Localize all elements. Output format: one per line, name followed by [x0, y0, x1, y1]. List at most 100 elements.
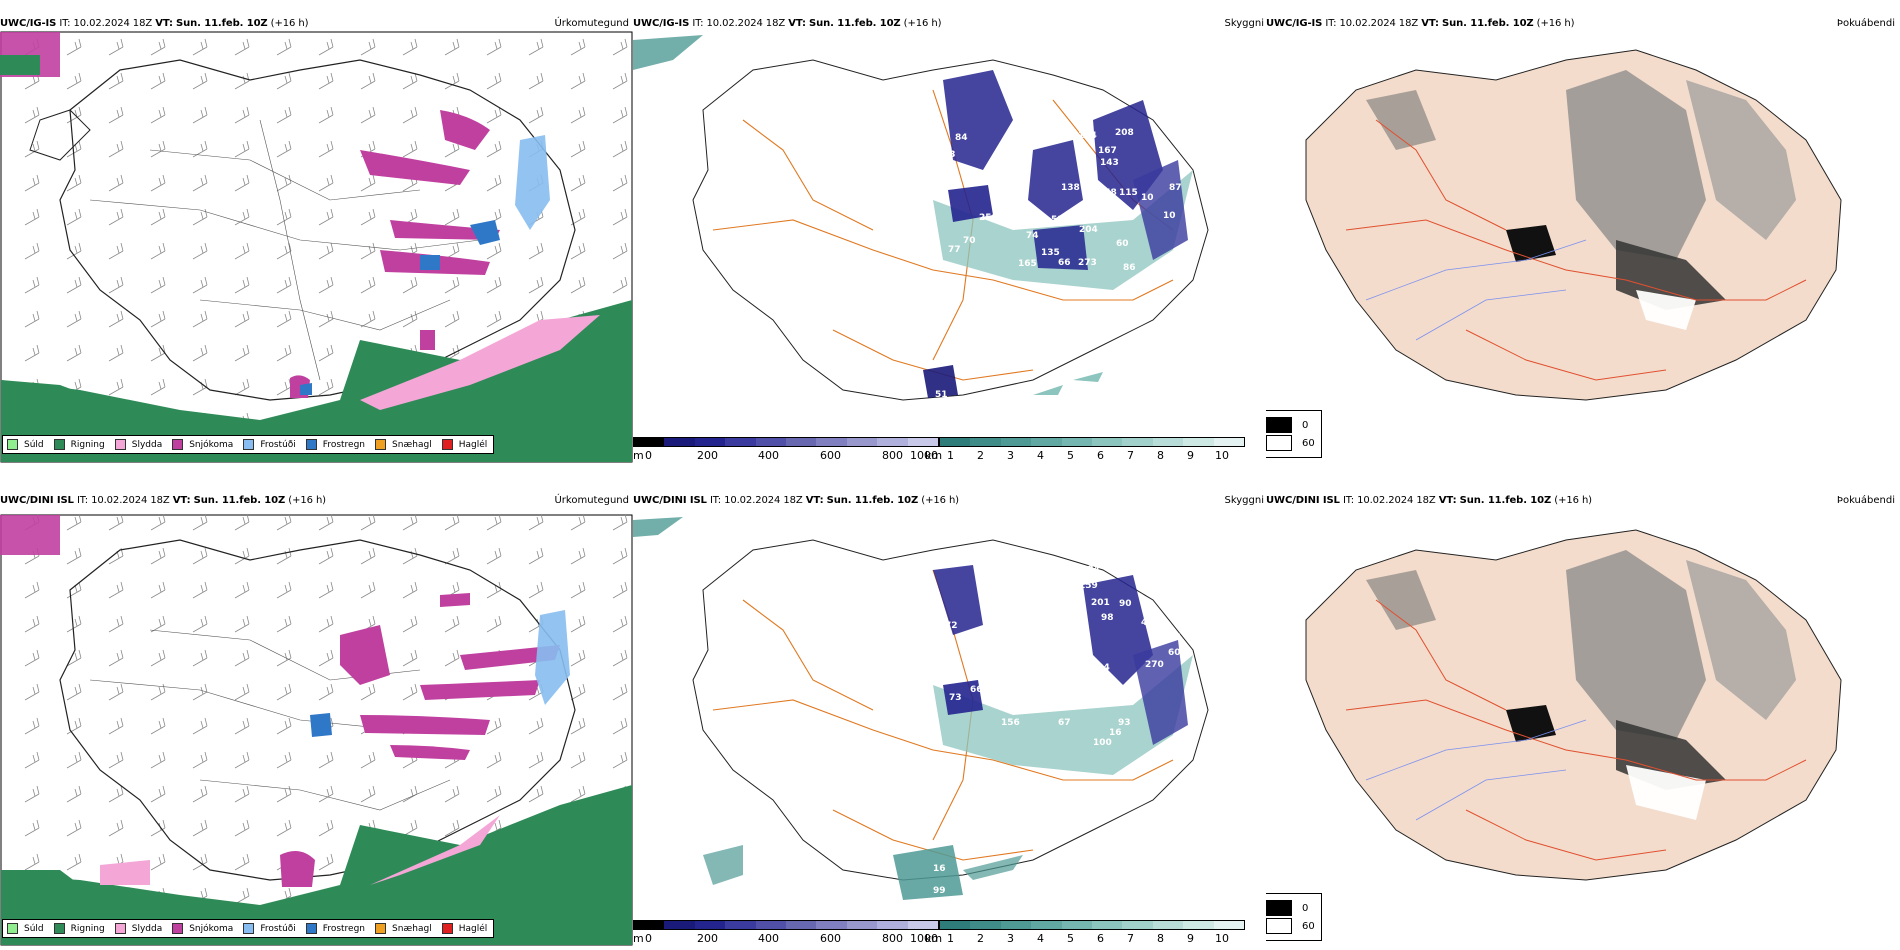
- wind-barb-mark: [612, 547, 628, 565]
- wind-barb-mark: [234, 649, 250, 667]
- svg-text:70: 70: [1017, 676, 1030, 686]
- svg-text:115: 115: [1119, 188, 1138, 198]
- wind-barb-mark: [108, 38, 124, 56]
- svg-text:200: 200: [993, 645, 1012, 655]
- wind-barb-mark: [570, 174, 586, 192]
- wind-barb-mark: [192, 310, 208, 328]
- svg-text:16: 16: [1109, 728, 1122, 738]
- svg-text:60: 60: [1168, 648, 1181, 658]
- svg-text:87: 87: [1168, 633, 1181, 643]
- svg-text:66: 66: [970, 685, 983, 695]
- wind-barb-mark: [24, 276, 40, 294]
- legend-item: Frostúði: [243, 923, 296, 934]
- wind-barb-mark: [276, 344, 292, 362]
- wind-barb-mark: [192, 106, 208, 124]
- wind-barb-mark: [150, 581, 166, 599]
- wind-barb-mark: [108, 378, 124, 396]
- wind-barb-mark: [150, 513, 166, 531]
- wind-barb-mark: [66, 853, 82, 871]
- wind-barb-mark: [360, 72, 376, 90]
- wind-barb-mark: [108, 819, 124, 837]
- svg-text:258: 258: [1098, 188, 1117, 198]
- panel-header: UWC/DINI ISL IT: 10.02.2024 18Z VT: Sun.…: [1266, 495, 1592, 506]
- wind-barb-mark: [192, 581, 208, 599]
- wind-barb-mark: [234, 378, 250, 396]
- svg-text:298: 298: [988, 693, 1007, 703]
- wind-barb-mark: [192, 344, 208, 362]
- svg-text:87: 87: [1169, 183, 1182, 193]
- wind-barb-mark: [234, 819, 250, 837]
- svg-text:51: 51: [1063, 813, 1076, 823]
- wind-barb-mark: [192, 140, 208, 158]
- wind-barb-mark: [66, 615, 82, 633]
- wind-barb-mark: [612, 276, 628, 294]
- legend-item: Snæhagl: [375, 923, 432, 934]
- legend-item: Haglél: [441, 923, 487, 934]
- wind-barb-mark: [444, 276, 460, 294]
- wind-barb-mark: [486, 717, 502, 735]
- wind-barb-mark: [486, 276, 502, 294]
- panel-header: UWC/IG-IS IT: 10.02.2024 18Z VT: Sun. 11…: [1266, 18, 1575, 29]
- wind-barb-mark: [402, 276, 418, 294]
- wind-barb-mark: [234, 242, 250, 260]
- wind-barb-mark: [276, 106, 292, 124]
- wind-barb-mark: [318, 547, 334, 565]
- wind-barb-mark: [234, 785, 250, 803]
- precip-legend: Súld Rigning Slydda Snjókoma Frostúði Fr…: [2, 435, 495, 454]
- svg-text:194: 194: [1078, 131, 1097, 141]
- wind-barb-mark: [402, 683, 418, 701]
- wind-barb-mark: [528, 547, 544, 565]
- wind-barb-mark: [612, 683, 628, 701]
- wind-barb-mark: [234, 38, 250, 56]
- svg-text:57: 57: [1158, 148, 1171, 158]
- svg-text:70: 70: [963, 236, 976, 246]
- wind-barb-mark: [402, 310, 418, 328]
- wind-barb-mark: [402, 649, 418, 667]
- svg-text:93: 93: [1118, 718, 1131, 728]
- svg-text:184: 184: [1081, 565, 1100, 575]
- wind-barb-mark: [318, 208, 334, 226]
- wind-barb-mark: [444, 513, 460, 531]
- wind-barb-mark: [318, 344, 334, 362]
- wind-barb-mark: [192, 649, 208, 667]
- visibility-m-colorbar: m 0 200 400 600 800 1000: [633, 920, 939, 946]
- svg-text:73: 73: [949, 693, 962, 703]
- wind-barb-mark: [528, 276, 544, 294]
- wind-barb-mark: [150, 38, 166, 56]
- wind-barb-mark: [66, 310, 82, 328]
- svg-text:250: 250: [979, 213, 998, 223]
- wind-barb-mark: [108, 717, 124, 735]
- wind-barb-mark: [108, 174, 124, 192]
- wind-barb-mark: [318, 38, 334, 56]
- wind-barb-mark: [318, 751, 334, 769]
- wind-barb-mark: [276, 242, 292, 260]
- wind-barb-mark: [444, 819, 460, 837]
- wind-barb-mark: [276, 615, 292, 633]
- wind-barb-mark: [276, 174, 292, 192]
- svg-text:99: 99: [933, 886, 946, 896]
- wind-barb-mark: [192, 615, 208, 633]
- wind-barb-mark: [150, 208, 166, 226]
- wind-barb-mark: [276, 276, 292, 294]
- wind-barb-mark: [570, 683, 586, 701]
- svg-text:83: 83: [943, 150, 956, 160]
- legend-item: Súld: [7, 439, 44, 450]
- panel-title: Skyggni: [1224, 18, 1264, 29]
- panel-title: Þokuábendi: [1836, 495, 1895, 506]
- wind-barb-mark: [66, 72, 82, 90]
- wind-barb-mark: [612, 174, 628, 192]
- wind-barb-mark: [66, 38, 82, 56]
- wind-barb-mark: [444, 649, 460, 667]
- visibility-map: 184 159 201 90 98 45 87 60 72 69 132 200…: [633, 517, 1209, 900]
- visibility-km-colorbar: km 1 2 3 4 5 6 7 8 9 10: [925, 920, 1245, 946]
- wind-barb-mark: [318, 683, 334, 701]
- precip-legend: Súld Rigning Slydda Snjókoma Frostúði Fr…: [2, 919, 495, 938]
- wind-barb-mark: [276, 310, 292, 328]
- svg-text:74: 74: [1026, 231, 1039, 241]
- wind-barb-mark: [150, 547, 166, 565]
- wind-barb-mark: [108, 785, 124, 803]
- wind-barb-mark: [234, 344, 250, 362]
- wind-barb-mark: [234, 547, 250, 565]
- wind-barb-mark: [66, 513, 82, 531]
- wind-barb-mark: [24, 717, 40, 735]
